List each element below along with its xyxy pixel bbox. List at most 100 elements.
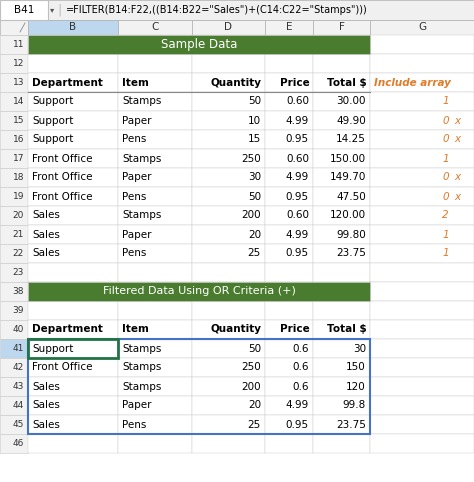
Bar — [28, 225, 118, 244]
Bar — [370, 73, 474, 92]
Text: Stamps: Stamps — [122, 362, 161, 373]
Text: 18: 18 — [12, 173, 24, 182]
Bar — [192, 225, 265, 244]
Text: Stamps: Stamps — [122, 211, 161, 220]
Bar — [192, 35, 265, 54]
Bar — [192, 92, 265, 111]
Bar — [370, 168, 474, 187]
Bar — [28, 35, 118, 54]
Bar — [313, 168, 370, 187]
Text: 0: 0 — [442, 191, 449, 201]
Bar — [265, 320, 313, 339]
Text: 30: 30 — [353, 344, 366, 353]
Bar — [0, 0, 48, 20]
Text: 14: 14 — [13, 97, 24, 106]
Bar — [370, 377, 474, 396]
Text: x: x — [454, 173, 460, 183]
Bar — [0, 301, 28, 320]
Bar — [265, 111, 313, 130]
Bar — [28, 130, 118, 149]
Text: F: F — [338, 23, 345, 32]
Bar — [192, 130, 265, 149]
Bar — [28, 187, 118, 206]
Bar — [118, 358, 192, 377]
Bar — [28, 20, 118, 35]
Bar — [313, 358, 370, 377]
Text: 11: 11 — [12, 40, 24, 49]
Bar — [313, 92, 370, 111]
Bar — [370, 54, 474, 73]
Bar — [0, 339, 28, 358]
Text: x: x — [454, 191, 460, 201]
Text: 42: 42 — [13, 363, 24, 372]
Bar — [0, 358, 28, 377]
Text: 19: 19 — [12, 192, 24, 201]
Text: Department: Department — [32, 324, 103, 335]
Text: Paper: Paper — [122, 173, 152, 183]
Text: 120: 120 — [346, 381, 366, 391]
Bar — [28, 92, 118, 111]
Text: 17: 17 — [12, 154, 24, 163]
Bar — [265, 339, 313, 358]
Bar — [118, 130, 192, 149]
Bar — [313, 320, 370, 339]
Bar — [192, 320, 265, 339]
Bar — [313, 301, 370, 320]
Text: 40: 40 — [13, 325, 24, 334]
Bar — [370, 339, 474, 358]
Text: 0.60: 0.60 — [286, 211, 309, 220]
Text: 250: 250 — [241, 153, 261, 163]
Text: G: G — [418, 23, 426, 32]
Text: 200: 200 — [241, 381, 261, 391]
Bar — [192, 396, 265, 415]
Bar — [0, 206, 28, 225]
Text: Price: Price — [280, 324, 310, 335]
Bar — [370, 263, 474, 282]
Text: =FILTER(B14:F22,((B14:B22="Sales")+(C14:C22="Stamps"))): =FILTER(B14:F22,((B14:B22="Sales")+(C14:… — [66, 5, 368, 15]
Text: 150.00: 150.00 — [330, 153, 366, 163]
Text: C: C — [151, 23, 159, 32]
Bar — [265, 168, 313, 187]
Text: 99.80: 99.80 — [336, 229, 366, 240]
Text: 0.95: 0.95 — [286, 134, 309, 145]
Bar — [28, 320, 118, 339]
Bar — [118, 396, 192, 415]
Text: 200: 200 — [241, 211, 261, 220]
Text: 1: 1 — [442, 229, 449, 240]
Bar — [118, 244, 192, 263]
Bar — [118, 92, 192, 111]
Bar — [0, 263, 28, 282]
Bar — [28, 282, 118, 301]
Bar — [28, 149, 118, 168]
Bar — [28, 54, 118, 73]
Bar — [313, 263, 370, 282]
Bar — [0, 320, 28, 339]
Bar — [370, 396, 474, 415]
Text: 13: 13 — [12, 78, 24, 87]
Text: 50: 50 — [248, 191, 261, 201]
Text: 150: 150 — [346, 362, 366, 373]
Bar — [0, 396, 28, 415]
Text: Stamps: Stamps — [122, 344, 161, 353]
Bar — [192, 415, 265, 434]
Bar — [28, 206, 118, 225]
Text: Support: Support — [32, 96, 73, 107]
Text: Paper: Paper — [122, 229, 152, 240]
Bar — [28, 35, 370, 54]
Bar — [265, 149, 313, 168]
Text: 15: 15 — [12, 116, 24, 125]
Bar — [0, 35, 28, 54]
Bar — [118, 434, 192, 453]
Bar — [118, 20, 192, 35]
Bar — [28, 263, 118, 282]
Bar — [192, 358, 265, 377]
Bar — [28, 434, 118, 453]
Text: 0: 0 — [442, 134, 449, 145]
Text: 45: 45 — [13, 420, 24, 429]
Text: 14.25: 14.25 — [336, 134, 366, 145]
Text: Sales: Sales — [32, 211, 60, 220]
Text: Price: Price — [280, 78, 310, 88]
Text: 46: 46 — [13, 439, 24, 448]
Text: 25: 25 — [248, 419, 261, 429]
Bar — [118, 111, 192, 130]
